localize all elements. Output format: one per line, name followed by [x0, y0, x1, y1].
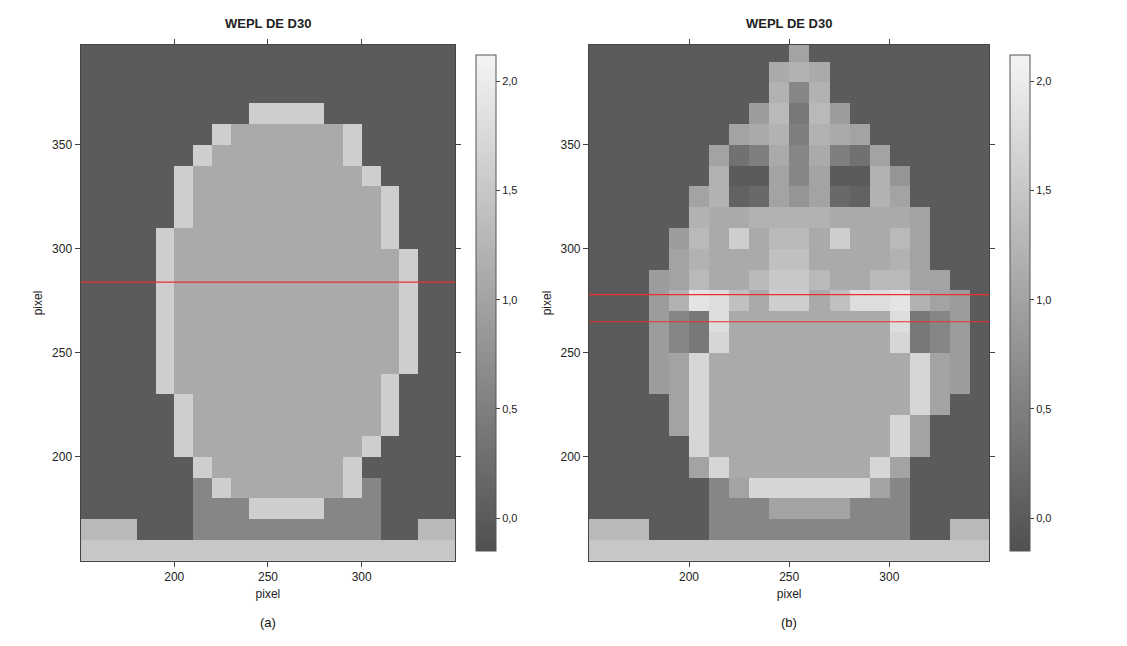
- svg-text:0,5: 0,5: [1036, 403, 1051, 415]
- svg-text:1,5: 1,5: [502, 184, 517, 196]
- svg-text:(a): (a): [260, 615, 276, 630]
- svg-text:1,0: 1,0: [502, 294, 517, 306]
- svg-text:2,0: 2,0: [502, 75, 517, 87]
- svg-text:300: 300: [879, 570, 899, 584]
- svg-text:2,0: 2,0: [1036, 75, 1051, 87]
- svg-text:pixel: pixel: [540, 291, 554, 316]
- svg-text:200: 200: [52, 450, 72, 464]
- svg-text:350: 350: [560, 138, 580, 152]
- svg-text:pixel: pixel: [31, 291, 45, 316]
- svg-text:200: 200: [679, 570, 699, 584]
- svg-text:300: 300: [52, 242, 72, 256]
- svg-text:pixel: pixel: [256, 587, 281, 601]
- svg-text:pixel: pixel: [777, 587, 802, 601]
- svg-text:1,0: 1,0: [1036, 294, 1051, 306]
- svg-text:0,0: 0,0: [502, 512, 517, 524]
- svg-text:250: 250: [779, 570, 799, 584]
- svg-text:(b): (b): [781, 615, 797, 630]
- svg-text:300: 300: [352, 570, 372, 584]
- svg-text:250: 250: [52, 346, 72, 360]
- svg-text:250: 250: [560, 346, 580, 360]
- svg-text:0,5: 0,5: [502, 403, 517, 415]
- svg-text:350: 350: [52, 138, 72, 152]
- svg-text:0,0: 0,0: [1036, 512, 1051, 524]
- svg-text:200: 200: [560, 450, 580, 464]
- svg-text:300: 300: [560, 242, 580, 256]
- svg-text:WEPL DE D30: WEPL DE D30: [746, 16, 832, 31]
- svg-text:WEPL DE D30: WEPL DE D30: [225, 16, 311, 31]
- svg-text:200: 200: [164, 570, 184, 584]
- svg-text:1,5: 1,5: [1036, 184, 1051, 196]
- svg-text:250: 250: [258, 570, 278, 584]
